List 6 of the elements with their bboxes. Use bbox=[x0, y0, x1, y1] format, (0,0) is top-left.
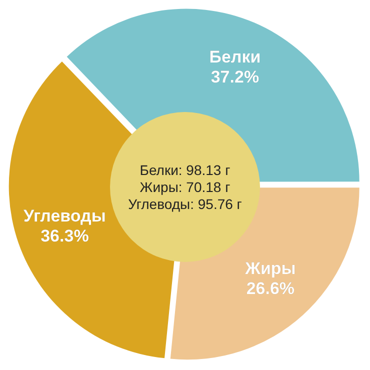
slice-label: Углеводы bbox=[24, 206, 106, 226]
data-label: 36.3% bbox=[40, 226, 89, 246]
slice-label: Жиры bbox=[244, 259, 296, 278]
data-label: 26.6% bbox=[246, 279, 295, 298]
slice-label: Белки bbox=[209, 48, 261, 67]
data-label: 37.2% bbox=[210, 68, 260, 87]
